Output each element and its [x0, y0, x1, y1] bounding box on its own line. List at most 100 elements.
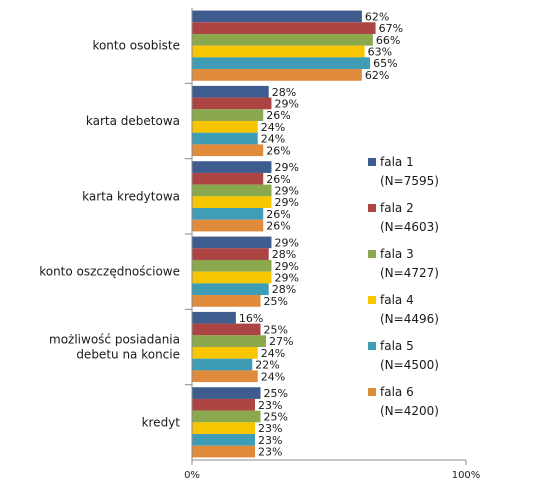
category-label: debetu na koncie: [76, 348, 180, 362]
value-label: 26%: [266, 144, 290, 157]
value-label: 65%: [373, 57, 397, 70]
value-label: 25%: [264, 410, 288, 423]
value-label: 29%: [274, 196, 298, 209]
bar: [192, 236, 272, 249]
bar: [192, 259, 272, 272]
value-label: 63%: [368, 46, 392, 59]
bar: [192, 347, 258, 359]
legend-label: fala 2: [380, 201, 414, 215]
bar: [192, 144, 264, 157]
bar: [192, 57, 371, 70]
category-label: karta kredytowa: [82, 189, 180, 203]
category-label: karta debetowa: [86, 114, 180, 128]
legend-label: fala 5: [380, 339, 414, 353]
bar: [192, 219, 264, 232]
value-label: 26%: [266, 173, 290, 186]
value-label: 25%: [264, 387, 288, 400]
legend: fala 1 (N=7595) fala 2 (N=4603) fala 3 (N=472…: [368, 155, 439, 418]
bar: [192, 311, 236, 324]
value-label: 26%: [266, 109, 290, 122]
legend-sample-size: (N=4200): [380, 404, 439, 418]
value-label: 23%: [258, 446, 282, 459]
legend-swatch: [368, 158, 376, 166]
bar: [192, 69, 362, 81]
legend-sample-size: (N=4727): [380, 266, 439, 280]
value-label: 62%: [365, 10, 389, 23]
value-label: 29%: [274, 161, 298, 174]
bar: [192, 323, 261, 336]
value-label: 29%: [274, 236, 298, 249]
legend-label: fala 6: [380, 385, 414, 399]
bar: [192, 161, 272, 173]
bar: [192, 248, 269, 260]
legend-label: fala 3: [380, 247, 414, 261]
legend-sample-size: (N=4603): [380, 220, 439, 234]
bar: [192, 97, 272, 110]
value-label: 23%: [258, 399, 282, 412]
category-label: konto osobiste: [92, 39, 180, 53]
bar: [192, 109, 264, 121]
legend-sample-size: (N=4500): [380, 358, 439, 372]
bar: [192, 271, 272, 284]
value-label: 28%: [272, 283, 296, 296]
bar: [192, 208, 264, 220]
category-separators: [185, 82, 192, 386]
value-label: 23%: [258, 434, 282, 447]
bar: [192, 121, 258, 133]
bar: [192, 358, 253, 371]
x-tick-label: 100%: [452, 470, 481, 481]
bar: [192, 85, 269, 98]
value-label: 24%: [261, 121, 285, 134]
legend-label: fala 1: [380, 155, 414, 169]
value-labels: 62%67%66%63%65%62%28%29%26%24%24%26%29%2…: [239, 10, 403, 458]
value-label: 24%: [261, 133, 285, 146]
bar: [192, 184, 272, 197]
legend-swatch: [368, 250, 376, 258]
value-label: 28%: [272, 248, 296, 261]
legend-swatch: [368, 296, 376, 304]
value-label: 29%: [274, 260, 298, 273]
value-label: 28%: [272, 86, 296, 99]
bar: [192, 22, 376, 34]
value-label: 66%: [376, 34, 400, 47]
value-label: 16%: [239, 312, 263, 325]
x-tick-label: 0%: [184, 470, 200, 481]
value-label: 29%: [274, 184, 298, 197]
category-label: konto oszczędnościowe: [39, 265, 180, 279]
value-label: 26%: [266, 220, 290, 233]
bar: [192, 335, 266, 347]
category-label: kredyt: [142, 415, 181, 429]
bar: [192, 445, 256, 458]
bar: [192, 172, 264, 185]
value-label: 27%: [269, 335, 293, 348]
legend-swatch: [368, 388, 376, 396]
bar: [192, 45, 365, 58]
value-label: 25%: [264, 323, 288, 336]
value-label: 22%: [255, 359, 279, 372]
legend-label: fala 4: [380, 293, 414, 307]
bar: [192, 410, 261, 423]
bar: [192, 370, 258, 383]
value-label: 29%: [274, 272, 298, 285]
category-label: możliwość posiadania: [49, 333, 180, 347]
value-label: 29%: [274, 97, 298, 110]
legend-swatch: [368, 204, 376, 212]
axes: 0% 100%: [184, 8, 480, 481]
value-label: 67%: [379, 22, 403, 35]
bar: [192, 422, 256, 435]
bar: [192, 387, 261, 399]
bars: [192, 10, 376, 458]
value-label: 24%: [261, 370, 285, 383]
bar: [192, 10, 362, 23]
bar: [192, 33, 373, 46]
legend-swatch: [368, 342, 376, 350]
bar: [192, 434, 256, 446]
bar: [192, 132, 258, 145]
bar: [192, 196, 272, 209]
category-labels: konto osobiste karta debetowa karta kredyt…: [39, 39, 180, 430]
value-label: 24%: [261, 347, 285, 360]
bar: [192, 283, 269, 296]
legend-sample-size: (N=4496): [380, 312, 439, 326]
bar: [192, 295, 261, 307]
